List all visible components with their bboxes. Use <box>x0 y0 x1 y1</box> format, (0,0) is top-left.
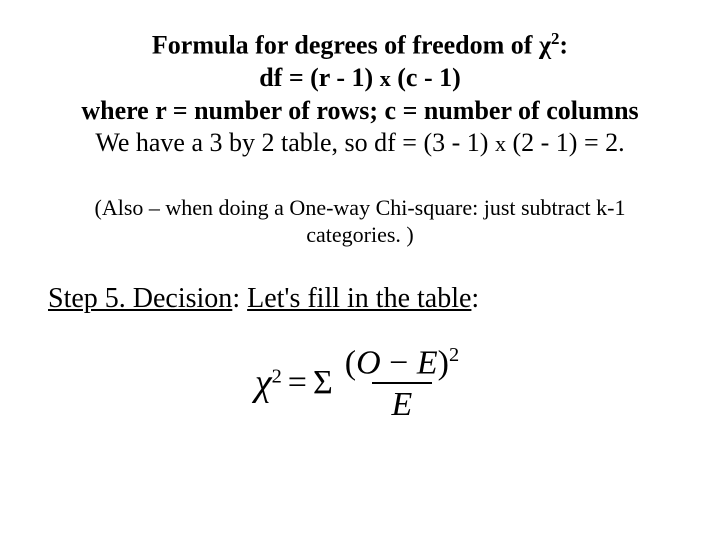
chi-symbol: χ <box>539 31 551 60</box>
formula-description: Formula for degrees of freedom of χ2: df… <box>0 28 720 160</box>
mult-x-2: x <box>495 131 506 156</box>
df-formula-line: df = (r - 1) x (c - 1) <box>10 62 710 95</box>
minus-sign: − <box>381 344 417 381</box>
paren-open: ( <box>345 344 356 381</box>
ex-a: We have a 3 by 2 table, so df = (3 - 1) <box>95 128 495 157</box>
step-heading: Step 5. Decision: Let's fill in the tabl… <box>0 283 720 315</box>
where-line: where r = number of rows; c = number of … <box>10 95 710 128</box>
chi-glyph: χ <box>255 362 272 404</box>
numerator-exp: 2 <box>449 344 459 366</box>
formula-inner: χ2 = Σ (O − E)2 E <box>255 345 465 422</box>
title-text-a: Formula for degrees of freedom of <box>152 31 539 60</box>
step-action: Let's fill in the table <box>247 283 471 314</box>
fraction: (O − E)2 E <box>339 345 465 422</box>
title-text-b: : <box>559 31 568 60</box>
equals-sign: = <box>288 364 307 402</box>
df-b: (c - 1) <box>391 63 461 92</box>
formula-chi: χ2 <box>255 361 282 405</box>
chi-square-formula: χ2 = Σ (O − E)2 E <box>0 345 720 422</box>
var-e-num: E <box>417 344 438 381</box>
step-tail: : <box>471 283 479 314</box>
slide: Formula for degrees of freedom of χ2: df… <box>0 0 720 540</box>
ex-b: (2 - 1) = 2. <box>506 128 625 157</box>
note-block: (Also – when doing a One-way Chi-square:… <box>0 194 720 249</box>
var-o: O <box>356 344 381 381</box>
step-label: Step 5. Decision <box>48 283 232 314</box>
numerator: (O − E)2 <box>339 345 465 382</box>
mult-x-1: x <box>380 66 391 91</box>
step-sep: : <box>232 283 247 314</box>
paren-close: ) <box>438 344 449 381</box>
example-line: We have a 3 by 2 table, so df = (3 - 1) … <box>10 127 710 160</box>
note-line-2: categories. ) <box>60 221 660 249</box>
denominator: E <box>372 382 433 422</box>
title-line: Formula for degrees of freedom of χ2: <box>10 28 710 62</box>
chi-sq: 2 <box>272 366 282 388</box>
df-a: df = (r - 1) <box>259 63 379 92</box>
sigma-sign: Σ <box>313 364 333 402</box>
note-line-1: (Also – when doing a One-way Chi-square:… <box>60 194 660 222</box>
